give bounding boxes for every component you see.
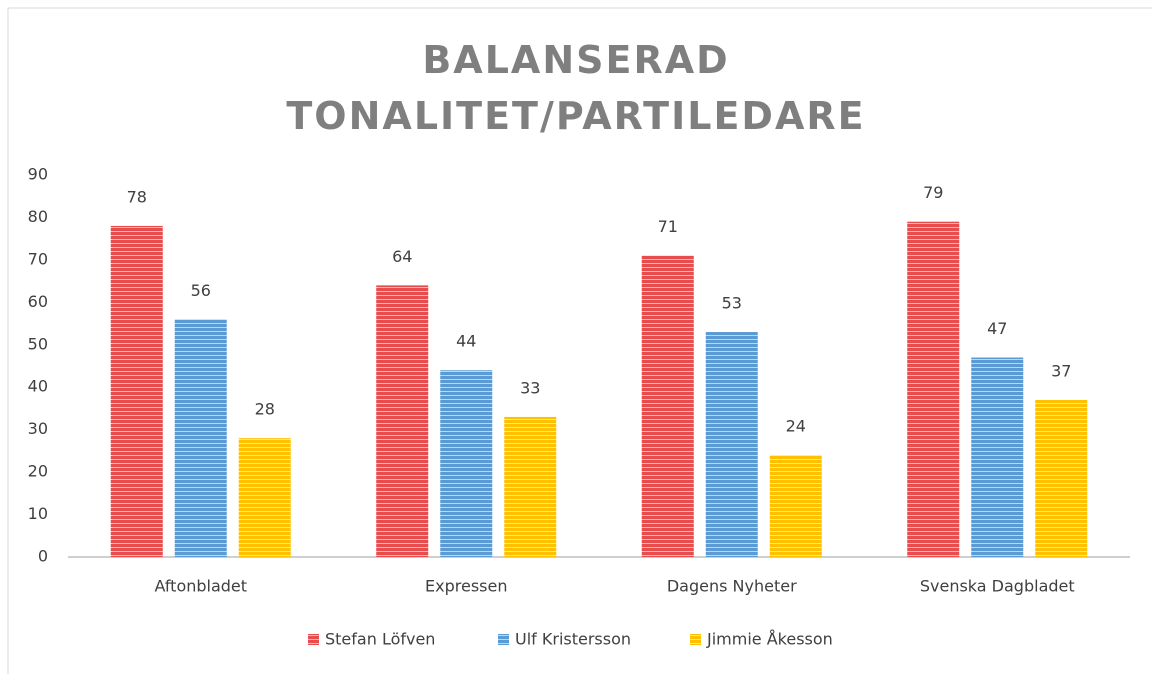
value-label: 44 bbox=[456, 332, 476, 351]
x-tick-label: Aftonbladet bbox=[154, 577, 247, 596]
chart-frame bbox=[7, 7, 1152, 674]
value-label: 56 bbox=[191, 281, 211, 300]
value-label: 64 bbox=[392, 247, 412, 266]
bar bbox=[440, 370, 493, 557]
x-tick-label: Svenska Dagbladet bbox=[920, 577, 1075, 596]
bar bbox=[504, 416, 557, 557]
value-label: 53 bbox=[722, 294, 742, 313]
x-tick-label: Expressen bbox=[425, 577, 507, 596]
value-label: 78 bbox=[127, 187, 147, 206]
value-label: 79 bbox=[923, 183, 943, 202]
y-tick-label: 0 bbox=[38, 547, 48, 566]
y-tick-label: 80 bbox=[28, 207, 48, 226]
value-label: 28 bbox=[255, 400, 275, 419]
bar bbox=[238, 438, 291, 557]
bar bbox=[110, 225, 163, 557]
y-tick-label: 10 bbox=[28, 504, 48, 523]
bar bbox=[907, 221, 960, 557]
value-label: 24 bbox=[786, 417, 806, 436]
y-tick-label: 70 bbox=[28, 249, 48, 268]
chart-title: BALANSERAD TONALITET/PARTILEDARE bbox=[286, 38, 866, 138]
bar bbox=[376, 285, 429, 557]
legend-label: Stefan Löfven bbox=[325, 630, 435, 649]
x-tick-label: Dagens Nyheter bbox=[667, 577, 797, 596]
legend-label: Ulf Kristersson bbox=[515, 630, 631, 649]
y-tick-label: 40 bbox=[28, 377, 48, 396]
y-tick-label: 60 bbox=[28, 292, 48, 311]
bar bbox=[769, 455, 822, 557]
value-label: 71 bbox=[658, 217, 678, 236]
bar bbox=[174, 319, 227, 557]
legend-marker bbox=[498, 634, 509, 645]
bar bbox=[1035, 399, 1088, 557]
bar bbox=[705, 332, 758, 557]
y-tick-label: 30 bbox=[28, 419, 48, 438]
bar bbox=[971, 357, 1024, 557]
value-label: 37 bbox=[1051, 361, 1071, 380]
legend-marker bbox=[308, 634, 319, 645]
y-tick-label: 20 bbox=[28, 462, 48, 481]
legend-label: Jimmie Åkesson bbox=[706, 630, 833, 649]
bar bbox=[641, 255, 694, 557]
value-label: 47 bbox=[987, 319, 1007, 338]
y-tick-label: 50 bbox=[28, 334, 48, 353]
legend-marker bbox=[690, 634, 701, 645]
y-tick-label: 90 bbox=[28, 165, 48, 184]
value-label: 33 bbox=[520, 378, 540, 397]
